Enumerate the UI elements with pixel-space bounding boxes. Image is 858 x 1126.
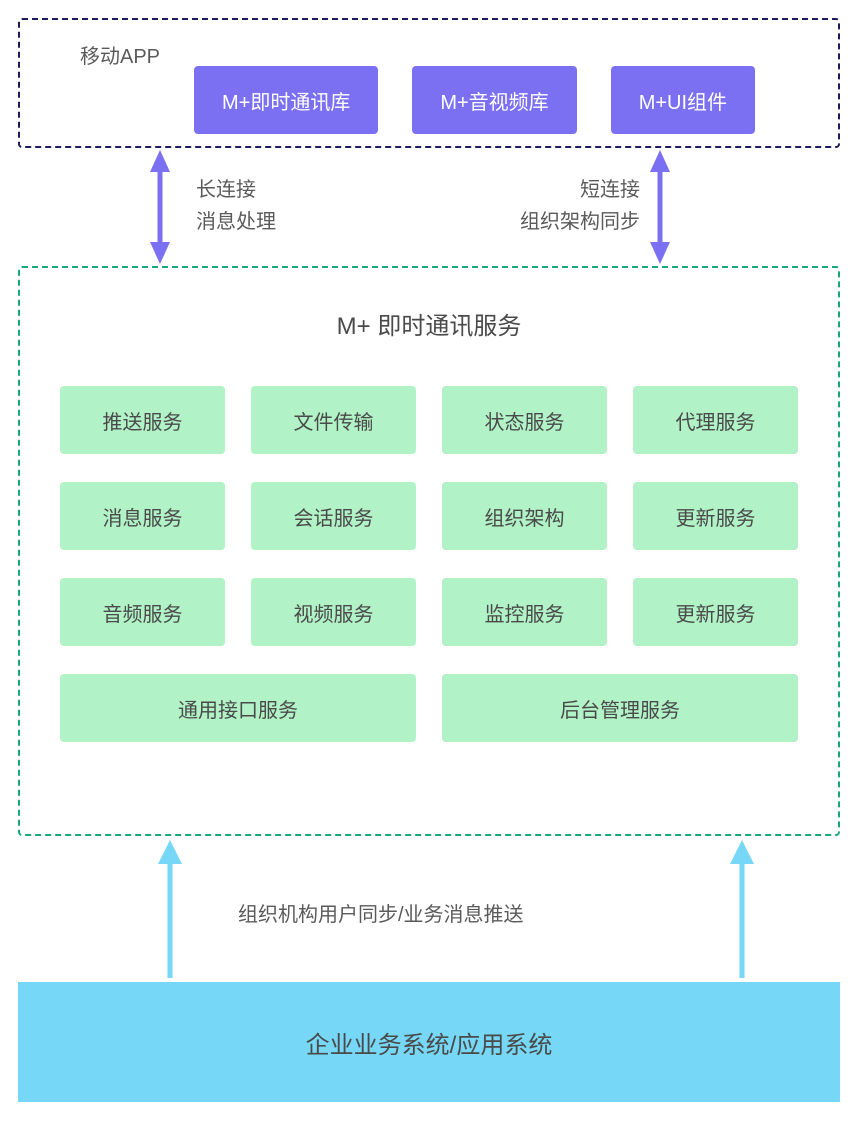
enterprise-box: 企业业务系统/应用系统 [18, 982, 840, 1102]
app-box-label: 移动APP [80, 40, 160, 69]
app-box-items: M+即时通讯库 M+音视频库 M+UI组件 [194, 66, 755, 134]
service-grid: 推送服务 文件传输 状态服务 代理服务 消息服务 会话服务 组织架构 更新服务 … [60, 386, 798, 646]
service-item: 消息服务 [60, 482, 225, 550]
service-item: 更新服务 [633, 482, 798, 550]
service-item: 视频服务 [251, 578, 416, 646]
service-item: 组织架构 [442, 482, 607, 550]
app-item-ui-kit: M+UI组件 [611, 66, 755, 134]
service-wide-item: 后台管理服务 [442, 674, 798, 742]
diagram-root: 移动APP M+即时通讯库 M+音视频库 M+UI组件 长连接 消息处理 短连接… [0, 0, 858, 1126]
conn-top-right-line1: 短连接 [500, 174, 640, 206]
app-box: 移动APP M+即时通讯库 M+音视频库 M+UI组件 [18, 18, 840, 148]
arrow-bottom-left-icon [158, 840, 182, 978]
conn-top-right-label: 短连接 组织架构同步 [500, 174, 640, 238]
arrow-top-right-icon [650, 150, 670, 264]
arrow-top-left-icon [150, 150, 170, 264]
conn-top-left-line2: 消息处理 [196, 206, 276, 238]
service-item: 更新服务 [633, 578, 798, 646]
service-item: 音频服务 [60, 578, 225, 646]
app-item-im-lib: M+即时通讯库 [194, 66, 378, 134]
arrow-bottom-right-icon [730, 840, 754, 978]
service-item: 会话服务 [251, 482, 416, 550]
service-box-title: M+ 即时通讯服务 [20, 306, 838, 341]
service-item: 推送服务 [60, 386, 225, 454]
service-wide-row: 通用接口服务 后台管理服务 [60, 674, 798, 742]
app-item-av-lib: M+音视频库 [412, 66, 576, 134]
service-item: 状态服务 [442, 386, 607, 454]
conn-bottom-label: 组织机构用户同步/业务消息推送 [238, 898, 524, 927]
conn-top-left-label: 长连接 消息处理 [196, 174, 276, 238]
conn-top-right-line2: 组织架构同步 [500, 206, 640, 238]
service-item: 文件传输 [251, 386, 416, 454]
conn-top-left-line1: 长连接 [196, 174, 276, 206]
service-item: 监控服务 [442, 578, 607, 646]
service-wide-item: 通用接口服务 [60, 674, 416, 742]
service-box: M+ 即时通讯服务 推送服务 文件传输 状态服务 代理服务 消息服务 会话服务 … [18, 266, 840, 836]
service-item: 代理服务 [633, 386, 798, 454]
